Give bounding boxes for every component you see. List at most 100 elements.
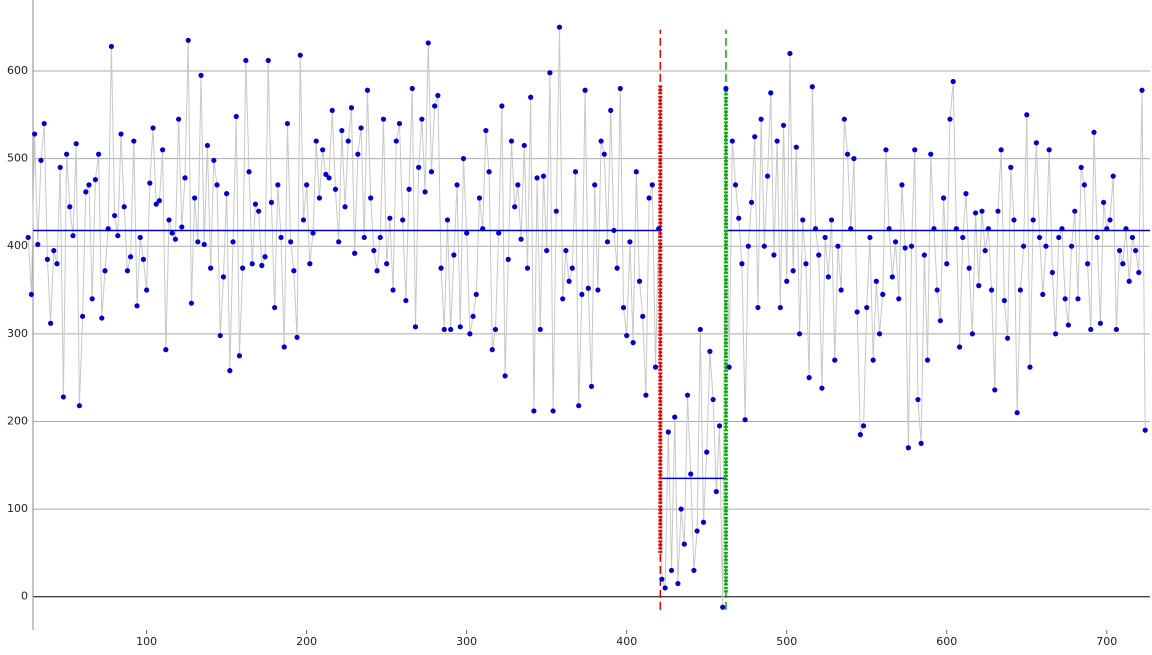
data-point	[160, 147, 166, 153]
data-point	[480, 226, 486, 232]
data-point	[214, 182, 220, 188]
data-point	[467, 331, 473, 337]
data-point	[950, 78, 956, 85]
data-point	[700, 519, 707, 525]
data-point	[1136, 269, 1142, 276]
data-point	[220, 274, 227, 280]
data-point	[198, 72, 204, 78]
data-point	[876, 331, 883, 337]
data-point	[400, 217, 406, 223]
data-point	[326, 175, 332, 181]
data-point	[208, 265, 214, 271]
data-point	[867, 234, 873, 241]
data-point	[60, 394, 67, 400]
data-point	[1036, 234, 1043, 241]
data-point	[230, 239, 236, 245]
data-point	[931, 226, 937, 232]
data-point	[912, 147, 918, 153]
y-tick-label: 0	[21, 590, 28, 603]
data-point	[121, 204, 127, 210]
data-point	[182, 175, 188, 181]
data-point	[102, 268, 108, 274]
data-point	[896, 296, 902, 302]
data-point	[1132, 247, 1139, 254]
data-point	[1027, 364, 1033, 370]
data-point	[592, 182, 598, 188]
data-point	[540, 173, 547, 179]
data-point	[83, 189, 89, 195]
data-point	[688, 471, 694, 477]
data-point	[659, 576, 665, 582]
data-point	[278, 234, 284, 241]
data-point	[112, 212, 118, 219]
data-point	[803, 261, 809, 267]
data-point	[537, 326, 543, 333]
data-point	[940, 195, 947, 201]
data-point	[1078, 164, 1084, 170]
data-point	[998, 147, 1004, 153]
data-point	[1004, 335, 1011, 341]
data-point	[412, 324, 419, 330]
data-point	[636, 278, 643, 284]
data-point	[1097, 320, 1103, 326]
data-point	[425, 40, 431, 46]
data-point	[790, 268, 796, 274]
data-point	[672, 414, 678, 420]
data-point	[339, 127, 345, 134]
data-point	[902, 245, 908, 251]
data-point	[502, 373, 508, 379]
data-point	[848, 226, 854, 232]
data-point	[1072, 208, 1078, 214]
data-point	[396, 120, 403, 127]
data-point	[835, 243, 841, 249]
x-tick-label: 400	[616, 635, 637, 648]
y-tick-label: 200	[7, 414, 28, 427]
data-point	[1024, 112, 1030, 118]
data-point	[1123, 226, 1129, 232]
data-point	[768, 90, 774, 96]
data-point	[217, 332, 223, 339]
y-tick-label: 400	[7, 239, 28, 252]
data-point	[924, 357, 931, 363]
data-point	[729, 138, 735, 144]
data-point	[336, 239, 342, 245]
data-point	[38, 157, 44, 163]
data-point	[736, 215, 742, 221]
data-point	[505, 256, 511, 262]
data-point	[611, 227, 617, 234]
data-point	[624, 332, 630, 339]
data-point	[342, 204, 348, 210]
data-point	[608, 107, 614, 114]
data-point	[1033, 140, 1039, 146]
data-point	[54, 261, 60, 267]
data-point	[409, 85, 415, 92]
data-point	[643, 392, 649, 398]
data-point	[844, 151, 851, 157]
data-point	[646, 195, 652, 201]
data-point	[985, 226, 991, 232]
data-point	[473, 291, 479, 298]
data-point	[352, 250, 358, 256]
data-point	[694, 528, 700, 534]
data-point	[883, 147, 889, 153]
data-point	[464, 230, 470, 236]
data-point	[441, 326, 447, 333]
data-point	[371, 247, 377, 254]
data-point	[1059, 226, 1065, 232]
data-point	[1091, 129, 1097, 135]
data-point	[192, 195, 198, 201]
data-point	[227, 368, 233, 374]
data-point	[304, 182, 310, 188]
data-point	[534, 175, 540, 181]
data-point	[489, 347, 495, 353]
data-point	[89, 296, 95, 302]
data-point	[438, 265, 444, 271]
data-point	[582, 87, 588, 93]
data-point	[368, 195, 374, 201]
data-point	[374, 268, 380, 274]
data-point	[275, 182, 281, 188]
data-point	[899, 182, 905, 188]
data-point	[252, 201, 259, 207]
data-point	[864, 304, 870, 311]
